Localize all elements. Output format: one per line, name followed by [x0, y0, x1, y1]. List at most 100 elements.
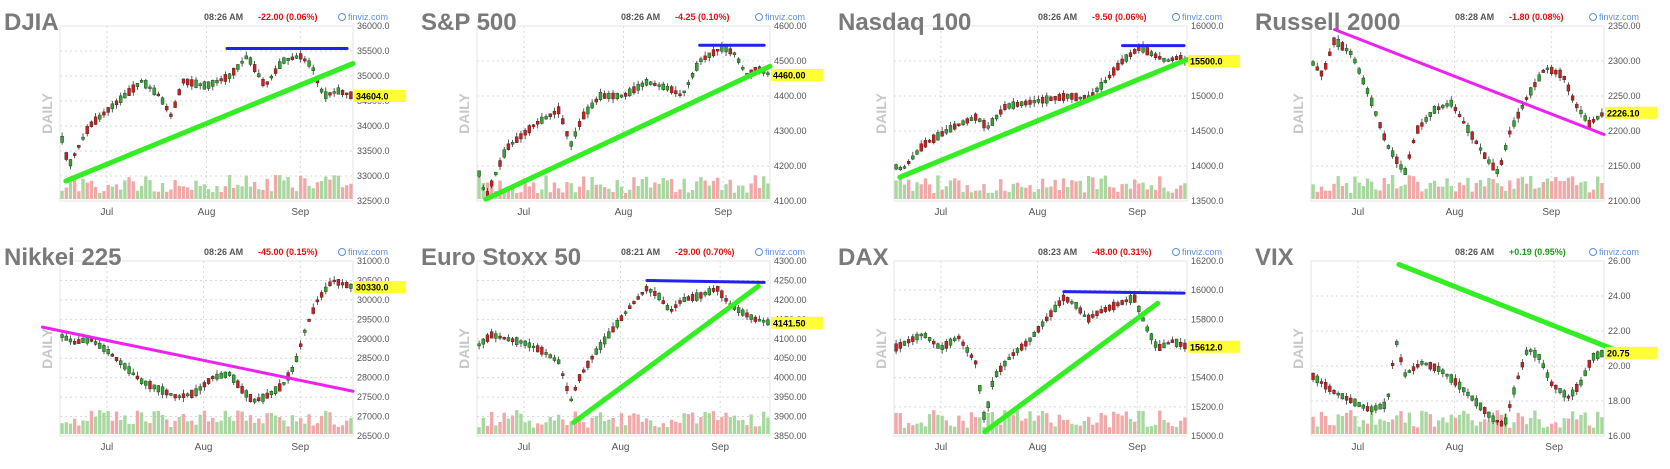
candle-body: [1328, 385, 1332, 392]
volume-bar: [961, 192, 965, 199]
candle-body: [653, 82, 657, 86]
candle-body: [1365, 88, 1370, 94]
candle-body: [202, 382, 207, 388]
volume-bar: [1137, 410, 1141, 434]
volume-bar: [169, 189, 173, 199]
volume-bar: [577, 418, 582, 434]
candle-body: [1374, 111, 1378, 116]
volume-bar: [144, 421, 148, 434]
candle-body: [619, 94, 624, 98]
y-tick-label: 34000.0: [357, 121, 390, 131]
candle-body: [498, 160, 502, 167]
volume-bar: [927, 184, 932, 199]
volume-bar: [1407, 412, 1412, 434]
chart-panel-nikkei225: 31000.0 30500.0 30000.0 29500.0 29000.0 28500…: [0, 235, 412, 464]
plot-area: [1310, 260, 1605, 437]
price-label: 30330.0: [356, 283, 389, 293]
volume-bar: [1390, 175, 1395, 199]
candle-body: [1003, 360, 1007, 367]
y-tick-label: 30500.0: [357, 275, 390, 285]
candle-body: [607, 331, 611, 339]
volume-bar: [1474, 425, 1479, 434]
volume-bar: [915, 182, 919, 199]
candle-body: [1545, 372, 1550, 378]
candle-body: [940, 131, 944, 137]
volume-bar: [481, 417, 485, 434]
candle-body: [303, 58, 307, 62]
candle-body: [590, 102, 594, 109]
chart-title: DJIA: [4, 9, 59, 36]
volume-bar: [502, 412, 506, 434]
volume-bar: [1483, 419, 1487, 434]
volume-bar: [957, 415, 961, 434]
candle-body: [494, 171, 498, 176]
volume-bar: [611, 191, 615, 199]
volume-bar: [202, 410, 207, 434]
candle-body: [181, 393, 186, 399]
y-tick-label: 15200.0: [1191, 402, 1224, 412]
candle-body: [1007, 356, 1011, 360]
volume-bar: [1487, 421, 1491, 434]
candle-body: [1516, 111, 1520, 119]
volume-bar: [127, 177, 131, 199]
volume-bar: [311, 188, 315, 199]
volume-bar: [1566, 418, 1571, 434]
candle-body: [632, 86, 636, 94]
candle-body: [502, 149, 506, 158]
volume-bar: [753, 175, 758, 199]
volume-bar: [1145, 426, 1149, 434]
chart-svg: 4300.004250.004200.004150.004100.004050.…: [421, 244, 823, 453]
candle-body: [1045, 316, 1049, 321]
x-tick-label: Aug: [615, 207, 633, 218]
candle-body: [690, 294, 695, 301]
volume-bar: [1015, 410, 1020, 434]
y-tick-label: 33000.0: [357, 171, 390, 181]
volume-bar: [686, 192, 691, 199]
volume-bar: [223, 186, 228, 199]
volume-bar: [1370, 412, 1374, 434]
candle-body: [1036, 99, 1041, 103]
volume-bar: [1149, 185, 1154, 199]
candle-body: [1390, 362, 1395, 366]
candle-body: [1374, 405, 1378, 411]
volume-bar: [1470, 191, 1474, 199]
volume-bar: [1411, 176, 1416, 199]
volume-bar: [1449, 185, 1453, 199]
candle-body: [485, 191, 490, 196]
volume-bar: [1137, 183, 1141, 199]
volume-bar: [489, 186, 494, 199]
trendline-green: [897, 57, 1190, 180]
volume-bar: [1011, 415, 1015, 434]
volume-bar: [173, 179, 177, 199]
candle-body: [636, 83, 640, 91]
volume-bar: [994, 190, 999, 199]
volume-bar: [98, 192, 102, 199]
y-tick-label: 28500.0: [357, 353, 390, 363]
y-tick-label: 32500.0: [357, 196, 390, 206]
volume-bar: [1428, 414, 1432, 434]
volume-bar: [544, 175, 548, 199]
volume-bar: [894, 180, 898, 199]
volume-bar: [169, 426, 173, 434]
x-tick-label: Sep: [711, 442, 729, 453]
x-tick-label: Jul: [1351, 207, 1364, 218]
daily-label: DAILY: [873, 92, 889, 133]
candle-body: [1340, 393, 1345, 400]
volume-bar: [720, 417, 724, 434]
volume-bar: [198, 414, 202, 434]
candle-body: [68, 338, 73, 343]
volume-bar: [953, 426, 957, 434]
volume-bar: [753, 426, 758, 434]
candle-body: [248, 57, 253, 65]
y-tick-label: 16200.0: [1191, 256, 1224, 266]
volume-bar: [510, 185, 515, 199]
volume-bar: [257, 418, 261, 434]
volume-bar: [1378, 190, 1382, 199]
candle-body: [927, 139, 932, 143]
volume-bar: [340, 425, 345, 434]
volume-bar: [745, 192, 749, 199]
candle-body: [531, 124, 536, 128]
candle-body: [1508, 130, 1512, 135]
candle-body: [190, 79, 194, 87]
volume-bar: [1319, 411, 1324, 434]
